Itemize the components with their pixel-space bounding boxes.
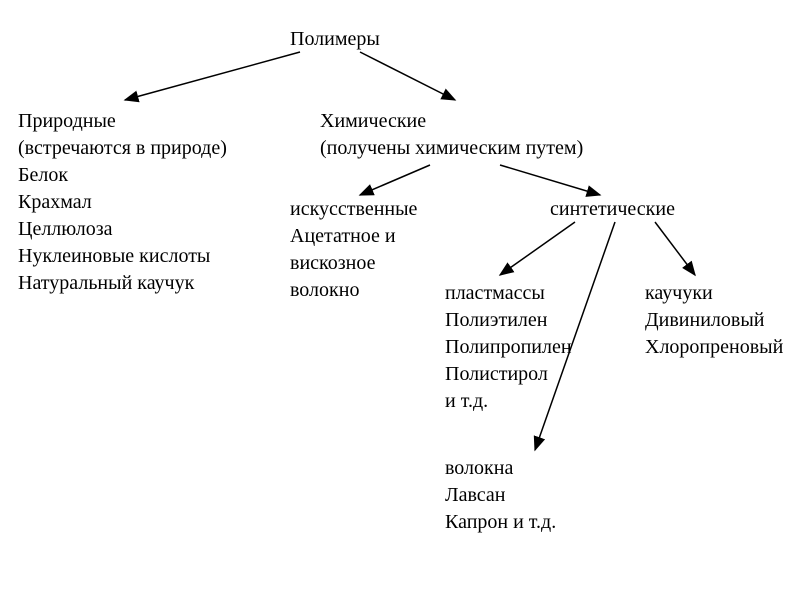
edge-synthetic-to-rubbers	[655, 222, 695, 275]
node-chemical: Химические (получены химическим путем)	[320, 108, 583, 162]
edge-root-to-chemical	[360, 52, 455, 100]
edge-synthetic-to-plastics	[500, 222, 575, 275]
node-plastics: пластмассы Полиэтилен Полипропилен Полис…	[445, 280, 572, 415]
node-synthetic: синтетические	[550, 196, 675, 223]
edge-chemical-to-synthetic	[500, 165, 600, 195]
node-fibers: волокна Лавсан Капрон и т.д.	[445, 455, 556, 536]
edge-root-to-natural	[125, 52, 300, 100]
node-root: Полимеры	[290, 26, 380, 53]
edge-chemical-to-artificial	[360, 165, 430, 195]
node-rubbers: каучуки Дивиниловый Хлоропреновый	[645, 280, 783, 361]
node-artificial: искусственные Ацетатное и вискозное воло…	[290, 196, 417, 304]
node-natural: Природные (встречаются в природе) Белок …	[18, 108, 227, 297]
